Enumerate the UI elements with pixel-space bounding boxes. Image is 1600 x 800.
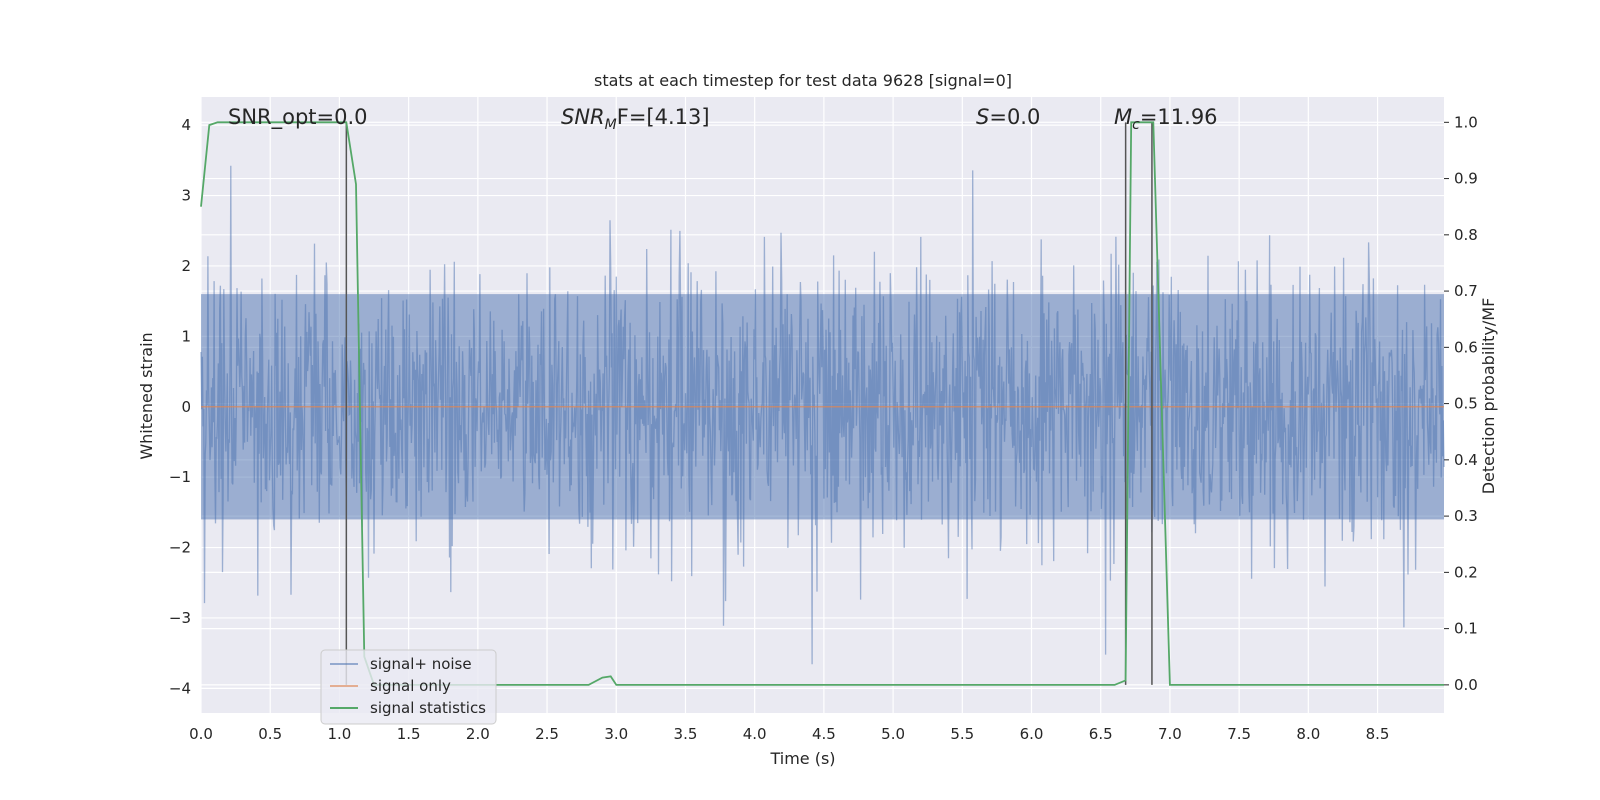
annotation-s: S=0.0 xyxy=(976,105,1040,129)
legend: signal+ noise signal only signal statist… xyxy=(320,649,497,725)
y-axis-right-ticks: 0.0 0.1 0.2 0.3 0.4 0.5 0.6 0.7 0.8 0.9 1.0 xyxy=(1444,113,1478,694)
y-tick-label: −1 xyxy=(169,468,191,486)
legend-box xyxy=(320,649,497,725)
y-axis-right-label: Detection probability/MF xyxy=(1479,298,1498,495)
y-tick-label: −2 xyxy=(169,539,191,557)
x-tick-label: 6.5 xyxy=(1089,725,1113,743)
chart-title: stats at each timestep for test data 962… xyxy=(594,71,1012,90)
y-tick-label: −4 xyxy=(169,679,191,697)
y-right-tick-label: 0.0 xyxy=(1454,676,1478,694)
annotation-snr-mf: SNRMF=[4.13] xyxy=(561,105,710,133)
annotation-mc: Mc=11.96 xyxy=(1114,105,1218,133)
y-tick-label: 4 xyxy=(181,116,191,134)
series-line-signal-statistics xyxy=(200,121,1444,686)
y-right-tick-label: 0.4 xyxy=(1454,451,1478,469)
y-right-tick-label: 0.6 xyxy=(1454,338,1478,356)
y-right-tick-label: 0.3 xyxy=(1454,507,1478,525)
x-axis-ticks: 0.0 0.5 1.0 1.5 2.0 2.5 3.0 3.5 4.0 4.5 5.0 5.5 6.0 6… xyxy=(189,725,1389,743)
y-right-tick-label: 0.9 xyxy=(1454,170,1478,188)
y-tick-label: 0 xyxy=(181,398,191,416)
x-tick-label: 4.0 xyxy=(743,725,767,743)
x-tick-label: 0.5 xyxy=(258,725,282,743)
legend-label-signal-statistics: signal statistics xyxy=(370,699,486,717)
x-tick-label: 3.5 xyxy=(674,725,698,743)
annotation-snr-opt: SNR_opt=0.0 xyxy=(228,105,368,130)
legend-label-signal-only: signal only xyxy=(370,677,451,695)
annotation-snr-mf-sub: M xyxy=(605,117,617,133)
annotation-snr-mf-suffix: F=[4.13] xyxy=(617,105,710,129)
x-tick-label: 1.5 xyxy=(397,725,421,743)
annotation-mc-sub: c xyxy=(1132,117,1140,133)
annotation-mc-label: M xyxy=(1114,105,1132,129)
series-line-signal-noise xyxy=(200,165,1445,665)
y-right-tick-label: 0.7 xyxy=(1454,282,1478,300)
annotation-mc-value: =11.96 xyxy=(1140,105,1218,129)
x-axis-label: Time (s) xyxy=(769,749,835,768)
legend-label-signal-noise: signal+ noise xyxy=(370,655,472,673)
y-right-tick-label: 0.1 xyxy=(1454,620,1478,638)
x-tick-label: 5.0 xyxy=(881,725,905,743)
series-signal-statistics xyxy=(200,121,1444,686)
x-tick-label: 4.5 xyxy=(812,725,836,743)
x-tick-label: 2.0 xyxy=(466,725,490,743)
y-axis-label: Whitened strain xyxy=(137,332,156,459)
x-tick-label: 0.0 xyxy=(189,725,213,743)
x-tick-label: 6.0 xyxy=(1020,725,1044,743)
annotation-snr-mf-prefix: SNR xyxy=(561,105,605,129)
x-tick-label: 1.0 xyxy=(327,725,351,743)
x-tick-label: 7.0 xyxy=(1158,725,1182,743)
y-right-tick-label: 0.2 xyxy=(1454,563,1478,581)
x-tick-label: 8.5 xyxy=(1366,725,1390,743)
y-tick-label: 3 xyxy=(181,187,191,205)
y-right-tick-label: 0.8 xyxy=(1454,226,1478,244)
annotation-s-value: =0.0 xyxy=(989,105,1040,129)
x-tick-label: 7.5 xyxy=(1227,725,1251,743)
y-axis-ticks: −4 −3 −2 −1 0 1 2 3 4 xyxy=(169,116,191,697)
x-tick-label: 5.5 xyxy=(950,725,974,743)
y-right-tick-label: 1.0 xyxy=(1454,113,1478,131)
x-tick-label: 3.0 xyxy=(604,725,628,743)
x-tick-label: 2.5 xyxy=(535,725,559,743)
y-tick-label: 1 xyxy=(181,327,191,345)
y-tick-label: −3 xyxy=(169,609,191,627)
annotation-s-label: S xyxy=(976,105,989,129)
x-tick-label: 8.0 xyxy=(1296,725,1320,743)
y-right-tick-label: 0.5 xyxy=(1454,395,1478,413)
y-tick-label: 2 xyxy=(181,257,191,275)
